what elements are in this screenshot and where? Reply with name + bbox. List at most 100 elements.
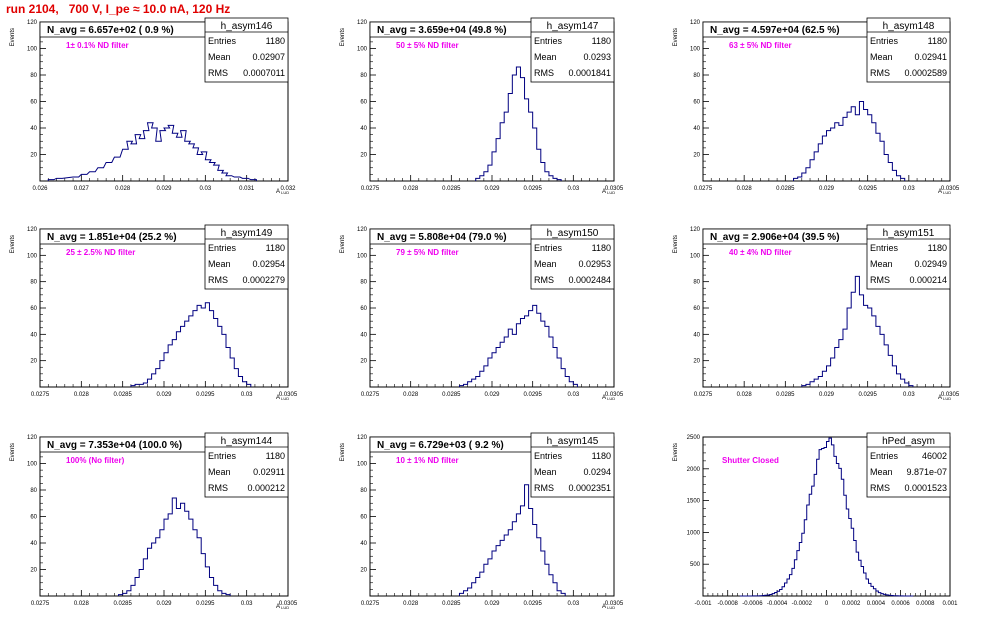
stats-key: Mean: [870, 259, 893, 269]
y-tick-label: 40: [360, 332, 367, 338]
y-tick-label: 1000: [687, 530, 701, 536]
x-tick-label: 0.0285: [442, 392, 461, 398]
stats-value: 0.0294: [583, 467, 611, 477]
y-tick-label: 20: [360, 568, 367, 574]
x-tick-label: 0.0275: [31, 601, 50, 607]
y-tick-label: 120: [690, 20, 701, 26]
histogram-panel-h_asym146: 20 40 60 80 100 120 Events 0.026 0.027 0.028 0.029…: [10, 17, 296, 195]
x-tick-label: 0.028: [403, 186, 419, 192]
y-tick-label: 2500: [687, 435, 701, 441]
x-tick-label: 0.0305: [605, 186, 624, 192]
y-tick-label: 20: [693, 359, 700, 365]
y-tick-label: 20: [30, 153, 37, 159]
stats-box: [530, 224, 615, 290]
x-tick-label: 0.0275: [31, 392, 50, 398]
y-tick-label: 40: [30, 126, 37, 132]
stats-key: RMS: [534, 68, 554, 78]
histogram-name: hPed_asym: [882, 436, 935, 447]
filter-note: 10 ± 1% ND filter: [396, 456, 459, 465]
x-tick-label: 0.028: [74, 392, 90, 398]
y-tick-label: 100: [690, 253, 701, 259]
x-tick-label: 0.0305: [279, 392, 298, 398]
y-tick-label: 40: [693, 332, 700, 338]
stats-key: RMS: [870, 275, 890, 285]
y-tick-label: 100: [690, 47, 701, 53]
histogram-series: [801, 275, 914, 387]
filter-note: Shutter Closed: [722, 456, 779, 465]
histogram-series: [793, 101, 906, 181]
histogram-series: [475, 66, 562, 181]
y-axis-label: Events: [10, 28, 16, 46]
histogram-panel-h_asym150: 20 40 60 80 100 120 Events 0.0275 0.028 0.0285 0.0…: [340, 224, 624, 401]
x-tick-label: 0.029: [819, 392, 835, 398]
x-tick-label: 0.028: [74, 601, 90, 607]
stats-box: [866, 224, 951, 290]
y-tick-label: 120: [27, 20, 38, 26]
histogram-series: [739, 437, 914, 597]
y-tick-label: 100: [357, 47, 368, 53]
stats-value: 0.0001841: [568, 68, 611, 78]
y-tick-label: 80: [30, 280, 37, 286]
x-tick-label: 0.029: [819, 186, 835, 192]
x-tick-label: 0.03: [199, 186, 211, 192]
x-tick-label: 0.03: [567, 392, 579, 398]
stats-value: 0.0002351: [568, 483, 611, 493]
x-tick-label: 0.0275: [361, 186, 380, 192]
x-tick-label: 0.0295: [523, 186, 542, 192]
stats-key: Mean: [208, 467, 231, 477]
stats-box: [530, 432, 615, 498]
stats-key: Entries: [870, 243, 899, 253]
histogram-name: h_asym145: [547, 436, 599, 447]
stats-value: 1180: [592, 451, 611, 461]
x-tick-label: 0.0295: [196, 601, 215, 607]
header-text: N_avg = 1.851e+04 (25.2 %): [47, 232, 177, 243]
y-tick-label: 80: [360, 280, 367, 286]
y-tick-label: 20: [360, 153, 367, 159]
stats-key: Mean: [534, 259, 557, 269]
stats-key: Entries: [870, 451, 899, 461]
histogram-series: [118, 497, 231, 596]
stats-key: Entries: [534, 451, 563, 461]
x-tick-label: 0.029: [484, 601, 500, 607]
stats-box: [530, 17, 615, 83]
y-tick-label: 120: [357, 435, 368, 441]
stats-value: 1180: [592, 243, 611, 253]
y-tick-label: 80: [30, 73, 37, 79]
y-tick-label: 80: [693, 280, 700, 286]
stats-box: [204, 224, 289, 290]
stats-key: Mean: [870, 467, 893, 477]
stats-value: 1180: [266, 36, 285, 46]
x-tick-label: 0.0275: [361, 392, 380, 398]
histogram-name: h_asym144: [221, 436, 273, 447]
x-tick-label: 0.0285: [776, 186, 795, 192]
stats-key: Mean: [208, 52, 231, 62]
stats-key: Mean: [208, 259, 231, 269]
y-tick-label: 120: [357, 227, 368, 233]
x-tick-label: -0.0004: [767, 601, 788, 607]
histogram-panel-h_asym149: 20 40 60 80 100 120 Events 0.0275 0.028 0.0285 0.0…: [10, 224, 298, 401]
x-tick-label: 0.001: [942, 601, 958, 607]
y-axis-label: Events: [673, 443, 679, 461]
histogram-name: h_asym146: [221, 21, 273, 32]
x-axis-label: A LUD: [602, 189, 615, 195]
x-tick-label: 0.0002: [842, 601, 861, 607]
x-tick-label: 0.029: [156, 186, 172, 192]
x-tick-label: 0.03: [241, 392, 253, 398]
stats-value: 0.0002279: [242, 275, 285, 285]
y-tick-label: 60: [30, 306, 37, 312]
x-tick-label: 0.0285: [442, 186, 461, 192]
stats-value: 0.02949: [914, 259, 947, 269]
x-axis-label: A LUD: [276, 189, 289, 195]
x-tick-label: 0.026: [32, 186, 48, 192]
histogram-panel-h_asym148: 20 40 60 80 100 120 Events 0.0275 0.028 0.0285 0.0…: [673, 17, 960, 195]
header-text: N_avg = 5.808e+04 (79.0 %): [377, 232, 507, 243]
stats-key: Entries: [208, 243, 237, 253]
stats-key: RMS: [870, 483, 890, 493]
stats-value: 0.02953: [578, 259, 611, 269]
x-tick-label: 0.0295: [523, 392, 542, 398]
x-tick-label: 0.029: [484, 186, 500, 192]
x-tick-label: -0.0002: [792, 601, 813, 607]
y-axis-label: Events: [673, 28, 679, 46]
y-axis-label: Events: [340, 28, 346, 46]
